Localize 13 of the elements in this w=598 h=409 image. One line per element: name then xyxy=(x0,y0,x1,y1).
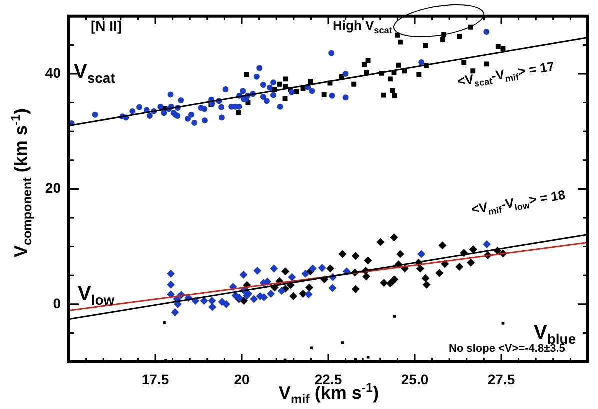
annotation: V$_{low}$ xyxy=(78,283,115,308)
y-tick-label: 0 xyxy=(53,295,62,312)
annotation: High V$_{scat}$ xyxy=(333,18,392,36)
x-tick-label: 20 xyxy=(234,371,250,388)
y-tick-label: 20 xyxy=(45,180,62,196)
annotation: <V$_{mif}$-V$_{low}$> = 18 xyxy=(470,187,568,219)
x-tick-label: 25.0 xyxy=(401,371,429,388)
annotation: V$_{scat}$ xyxy=(74,61,116,86)
y-tick-label: 40 xyxy=(45,64,62,81)
annotation: [N II] xyxy=(91,18,122,34)
x-tick-label: 17.5 xyxy=(142,371,170,388)
x-tick-label: 27.5 xyxy=(488,371,516,388)
annotation: <V$_{scat}$-V$_{mif}$> = 17 xyxy=(456,58,556,91)
